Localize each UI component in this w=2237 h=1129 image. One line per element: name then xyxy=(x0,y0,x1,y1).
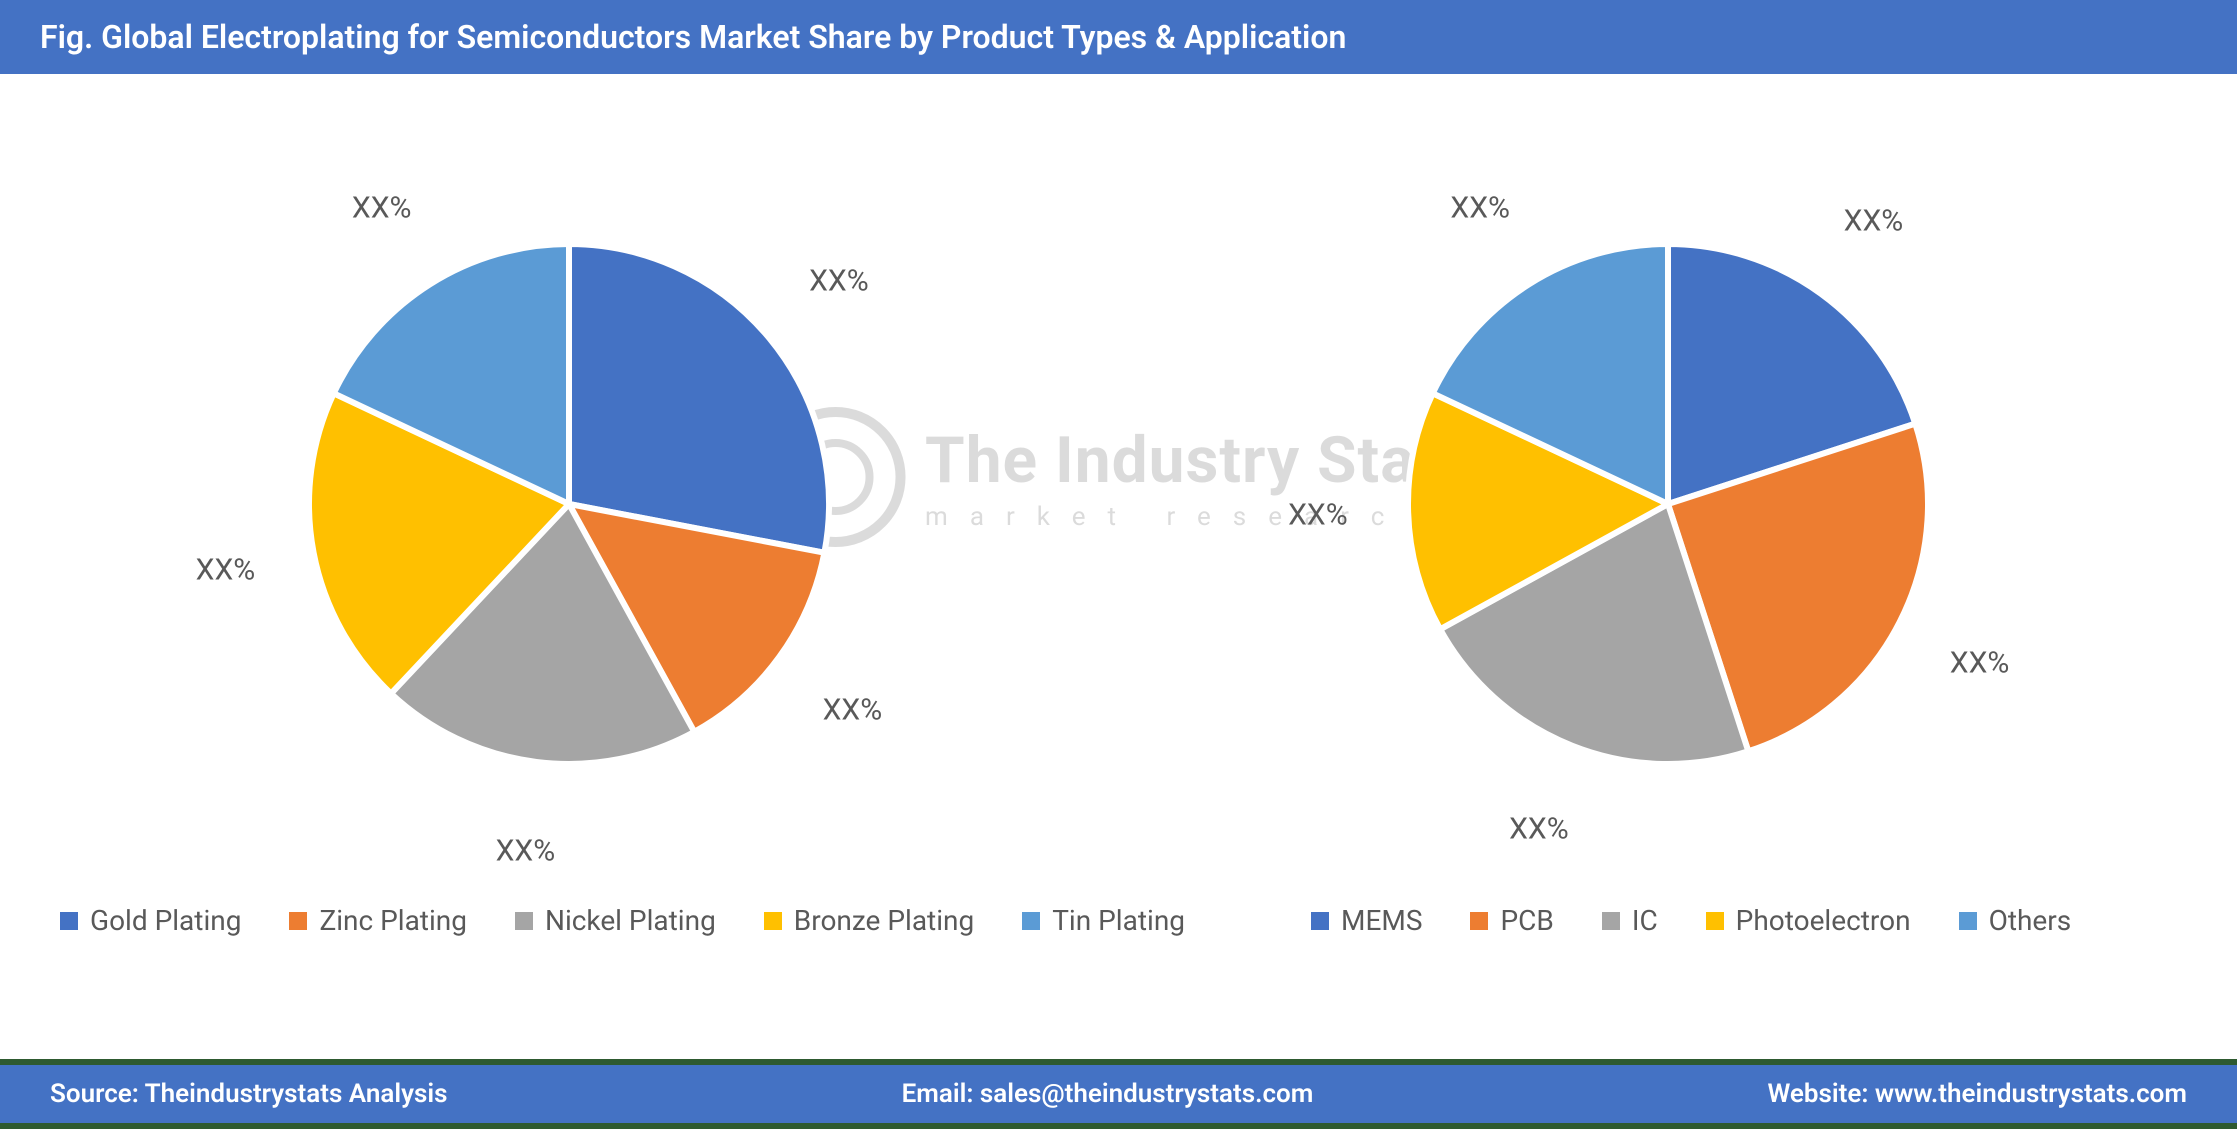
slice-label: XX% xyxy=(1844,203,1904,238)
legend-swatch xyxy=(1706,912,1724,930)
legend-item: Zinc Plating xyxy=(289,904,467,937)
product-types-pie: XX% XX% XX% XX% XX% xyxy=(69,114,1069,894)
application-pie: XX% XX% XX% XX% XX% xyxy=(1168,114,2168,894)
legend-label: Gold Plating xyxy=(90,904,241,937)
legend-item: Others xyxy=(1959,904,2072,937)
slice-label: XX% xyxy=(809,263,869,298)
legend-swatch xyxy=(515,912,533,930)
slice-label: XX% xyxy=(823,692,883,727)
legend-item: PCB xyxy=(1470,904,1553,937)
legends-row: Gold Plating Zinc Plating Nickel Plating Br… xyxy=(0,904,2237,937)
footer-website: Website: www.theindustrystats.com xyxy=(1767,1079,2187,1109)
legend-item: MEMS xyxy=(1311,904,1422,937)
legend-swatch xyxy=(1470,912,1488,930)
legend-label: Nickel Plating xyxy=(545,904,716,937)
legend-label: MEMS xyxy=(1341,904,1422,937)
footer-email: Email: sales@theindustrystats.com xyxy=(902,1079,1314,1109)
legend-label: Bronze Plating xyxy=(794,904,974,937)
legend-label: Tin Plating xyxy=(1052,904,1185,937)
legend-label: Others xyxy=(1989,904,2072,937)
slice-label: XX% xyxy=(1288,497,1348,532)
pie-slice xyxy=(569,244,829,553)
legend-label: PCB xyxy=(1500,904,1553,937)
charts-container: The Industry Stats market research XX%XX… xyxy=(0,74,2237,894)
legend-item: Tin Plating xyxy=(1022,904,1185,937)
pie-svg xyxy=(69,114,1069,894)
slice-label: XX% xyxy=(1450,191,1510,226)
slice-label: XX% xyxy=(352,191,412,226)
legend-swatch xyxy=(764,912,782,930)
legend-swatch xyxy=(1311,912,1329,930)
legend-swatch xyxy=(60,912,78,930)
legend-product-types: Gold Plating Zinc Plating Nickel Plating Br… xyxy=(40,904,1291,937)
chart-title: Fig. Global Electroplating for Semicondu… xyxy=(40,18,1346,56)
legend-swatch xyxy=(1022,912,1040,930)
legend-swatch xyxy=(289,912,307,930)
footer-bar: Source: Theindustrystats Analysis Email:… xyxy=(0,1059,2237,1129)
legend-item: Photoelectron xyxy=(1706,904,1911,937)
slice-label: XX% xyxy=(196,552,256,587)
legend-label: IC xyxy=(1632,904,1658,937)
slice-label: XX% xyxy=(1950,645,2010,680)
title-bar: Fig. Global Electroplating for Semicondu… xyxy=(0,0,2237,74)
footer-source: Source: Theindustrystats Analysis xyxy=(50,1079,447,1109)
legend-item: IC xyxy=(1602,904,1658,937)
legend-application: MEMS PCB IC Photoelectron Others xyxy=(1291,904,2197,937)
legend-swatch xyxy=(1602,912,1620,930)
slice-label: XX% xyxy=(496,834,556,869)
legend-item: Bronze Plating xyxy=(764,904,974,937)
legend-swatch xyxy=(1959,912,1977,930)
legend-label: Photoelectron xyxy=(1736,904,1911,937)
slice-label: XX% xyxy=(1509,812,1569,847)
legend-item: Nickel Plating xyxy=(515,904,716,937)
legend-item: Gold Plating xyxy=(60,904,241,937)
legend-label: Zinc Plating xyxy=(319,904,467,937)
